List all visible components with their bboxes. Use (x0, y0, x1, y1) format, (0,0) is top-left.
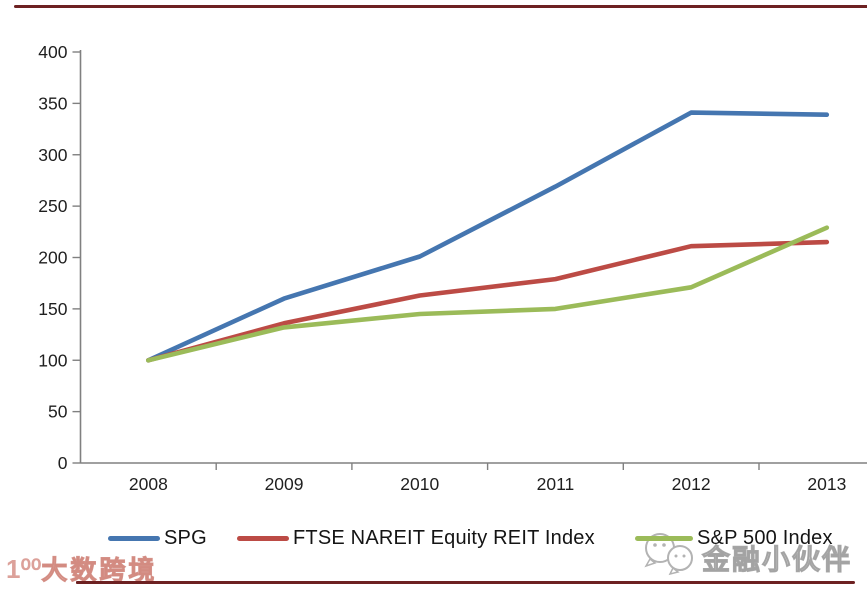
watermark-finance-buddies: 金融小伙伴 (640, 530, 852, 578)
svg-text:2012: 2012 (672, 474, 711, 494)
legend-item-ftse-nareit: FTSE NAREIT Equity REIT Index (237, 526, 595, 550)
svg-text:2010: 2010 (400, 474, 439, 494)
svg-text:150: 150 (38, 299, 67, 319)
svg-text:100: 100 (38, 350, 67, 370)
svg-text:200: 200 (38, 248, 67, 268)
svg-text:2011: 2011 (537, 474, 575, 494)
dashu-logo-icon: 1⁰⁰ (6, 553, 42, 584)
legend-label-spg: SPG (164, 526, 207, 549)
legend-swatch-sp500 (635, 535, 693, 541)
svg-text:2008: 2008 (129, 474, 168, 494)
svg-text:250: 250 (38, 196, 67, 216)
watermark-right-text: 金融小伙伴 (701, 544, 853, 576)
svg-text:0: 0 (58, 453, 68, 473)
top-accent-rule (14, 5, 867, 9)
watermark-left-text: 大数跨境 (41, 555, 158, 586)
chat-bubbles-icon (644, 533, 693, 576)
svg-text:2009: 2009 (265, 474, 304, 494)
svg-text:2013: 2013 (807, 474, 846, 494)
svg-text:300: 300 (38, 145, 67, 165)
bottom-accent-rule (76, 581, 855, 585)
watermark-dashu: 1⁰⁰ 大数跨境 (6, 550, 157, 587)
svg-text:400: 400 (38, 42, 67, 62)
legend-label-sp500: S&P 500 Index (697, 526, 833, 549)
legend-swatch-spg (108, 535, 160, 541)
legend-swatch-ftse-nareit (237, 535, 289, 541)
legend-label-ftse-nareit: FTSE NAREIT Equity REIT Index (293, 526, 595, 549)
chart-svg: 0 50 100 150 200 250 300 350 400 2008 2009 2010 2011… (38, 42, 867, 494)
chart-legend: SPG FTSE NAREIT Equity REIT Index S&P 50… (0, 526, 867, 552)
legend-item-spg: SPG (108, 526, 207, 550)
svg-text:50: 50 (48, 402, 68, 422)
legend-item-sp500: S&P 500 Index (635, 526, 833, 550)
svg-text:350: 350 (38, 93, 67, 113)
